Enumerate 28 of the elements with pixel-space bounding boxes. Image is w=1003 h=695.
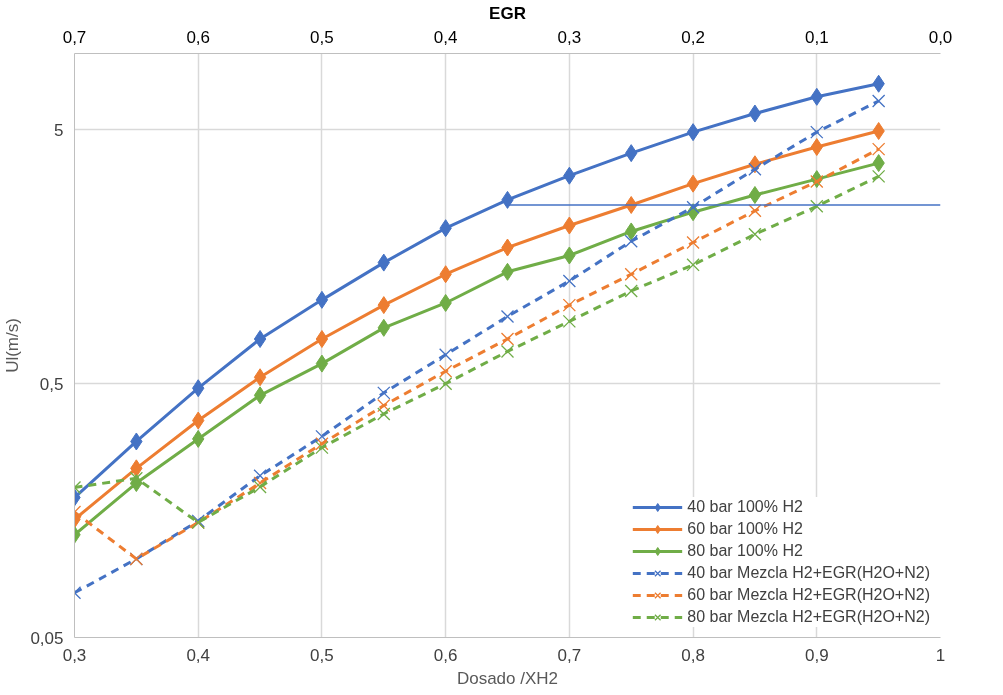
x-axis-title: Dosado /XH2 — [456, 668, 559, 688]
x-tick-label: 0,8 — [681, 645, 705, 665]
x-tick-label: 1 — [935, 645, 946, 665]
x2-tick-label: 0,0 — [928, 27, 953, 47]
x2-axis-title: EGR — [489, 3, 526, 23]
x2-tick-label: 0,5 — [310, 27, 334, 47]
x2-tick-label: 0,1 — [804, 27, 829, 47]
x-tick-label: 0,9 — [804, 645, 829, 665]
y-tick-label: 0,5 — [39, 374, 64, 394]
x-tick-label: 0,3 — [62, 645, 87, 665]
x-tick-label: 0,5 — [310, 645, 334, 665]
x-tick-label: 0,7 — [557, 645, 582, 665]
x2-tick-label: 0,4 — [433, 27, 458, 47]
x2-tick-label: 0,7 — [62, 27, 87, 47]
legend-label: 80 bar 100% H2 — [687, 542, 803, 560]
legend-label: 60 bar 100% H2 — [687, 520, 803, 538]
y-tick-label: 0,05 — [30, 628, 64, 648]
x-tick-label: 0,6 — [433, 645, 458, 665]
y-axis-title: Ul(m/s) — [3, 318, 23, 373]
legend-label: 80 bar Mezcla H2+EGR(H2O+N2) — [687, 608, 930, 626]
legend-label: 40 bar Mezcla H2+EGR(H2O+N2) — [687, 564, 930, 582]
y-tick-label: 5 — [54, 120, 64, 140]
x-tick-label: 0,4 — [186, 645, 211, 665]
x2-tick-label: 0,6 — [186, 27, 211, 47]
x2-tick-label: 0,3 — [557, 27, 582, 47]
legend-label: 60 bar Mezcla H2+EGR(H2O+N2) — [687, 586, 930, 604]
x2-tick-label: 0,2 — [681, 27, 705, 47]
legend-label: 40 bar 100% H2 — [687, 498, 803, 516]
